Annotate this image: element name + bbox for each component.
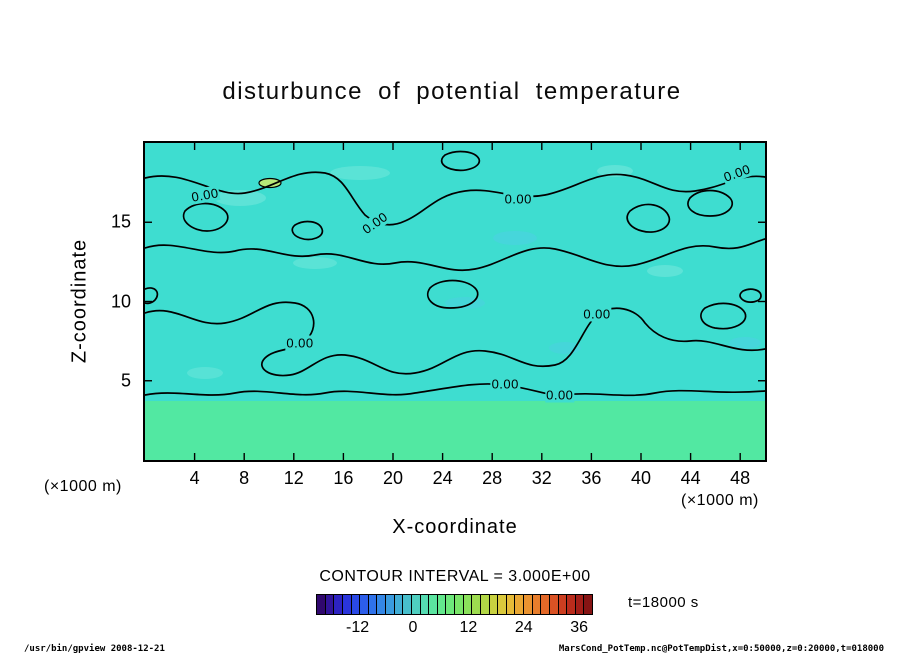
colorbar-tick-labels: -12 0 12 24 36 [316,619,593,639]
colorbar-segment [333,595,342,614]
colorbar-tick-label: 0 [408,619,418,636]
x-tick-label: 16 [333,468,354,488]
zero-contour-lines [145,150,765,397]
colorbar-segment [436,595,446,614]
colorbar-segment [462,595,472,614]
x-tick-label: 44 [680,468,701,488]
x-units-label: (×1000 m) [681,492,759,509]
colorbar-segment [505,595,515,614]
colorbar-segment [428,595,437,614]
colorbar-segment [402,595,411,614]
x-tick-label: 24 [432,468,453,488]
contour-plot [145,143,765,460]
axis-tick-marks [145,143,765,460]
colorbar-segment [488,595,498,614]
surface-layer-band [145,401,765,460]
footer-command-line: /usr/bin/gpview 2008-12-21 [24,644,165,654]
colorbar-segment [454,595,463,614]
footer-source-file: MarsCond_PotTemp.nc@PotTempDist,x=0:5000… [558,644,884,654]
y-tick-label: 5 [120,370,131,391]
colorbar-segment [341,595,351,614]
x-tick-label: 40 [630,468,652,488]
y-axis-ticks: 5 10 15 [95,143,137,460]
colorbar-segment [583,595,592,614]
colorbar-segment [376,595,385,614]
colorbar-segment [419,595,429,614]
colorbar-segment [359,595,368,614]
colorbar-segment [324,595,334,614]
x-tick-label: 8 [239,468,250,488]
contour-interval-label: CONTOUR INTERVAL = 3.000E+00 [319,568,591,585]
x-tick-label: 4 [189,468,200,488]
x-tick-label: 20 [382,468,404,488]
colorbar-segment [574,595,584,614]
colorbar-segment [350,595,360,614]
colorbar-segment [479,595,489,614]
colorbar-segment [523,595,532,614]
page-title: disturbunce of potential temperature [222,78,682,105]
colorbar-segment [548,595,558,614]
warm-spot [258,177,282,189]
shading-patches [187,165,761,379]
x-tick-label: 12 [283,468,304,488]
colorbar-tick-label: 12 [459,619,478,636]
colorbar-segment [317,595,325,614]
x-tick-label: 48 [730,468,751,488]
y-units-label: (×1000 m) [44,478,122,495]
x-tick-label: 36 [581,468,602,488]
colorbar-segment [445,595,454,614]
colorbar-tick-label: 24 [514,619,533,636]
colorbar-segment [531,595,541,614]
x-axis-ticks: 4 8 12 16 20 24 28 32 36 40 44 48 [145,468,765,492]
colorbar-segment [410,595,420,614]
colorbar-tick-label: -12 [345,619,370,636]
x-tick-label: 32 [531,468,552,488]
plot-frame: 0.00 0.00 0.00 0.00 0.00 0.00 0.00 0.00 [143,141,767,462]
colorbar-segment [385,595,394,614]
colorbar-segment [557,595,567,614]
y-axis-title: Z-coordinate [68,238,91,364]
y-tick-label: 15 [110,211,131,232]
colorbar-segment [514,595,523,614]
x-axis-title: X-coordinate [392,516,518,538]
colorbar-segment [393,595,403,614]
colorbar [316,594,593,615]
colorbar-segment [540,595,549,614]
colorbar-segment [497,595,506,614]
y-tick-label: 10 [110,291,131,311]
colorbar-segment [471,595,480,614]
x-tick-label: 28 [482,468,503,488]
colorbar-segment [367,595,377,614]
time-label: t=18000 s [628,594,699,611]
colorbar-tick-label: 36 [570,619,589,636]
colorbar-segment [566,595,575,614]
